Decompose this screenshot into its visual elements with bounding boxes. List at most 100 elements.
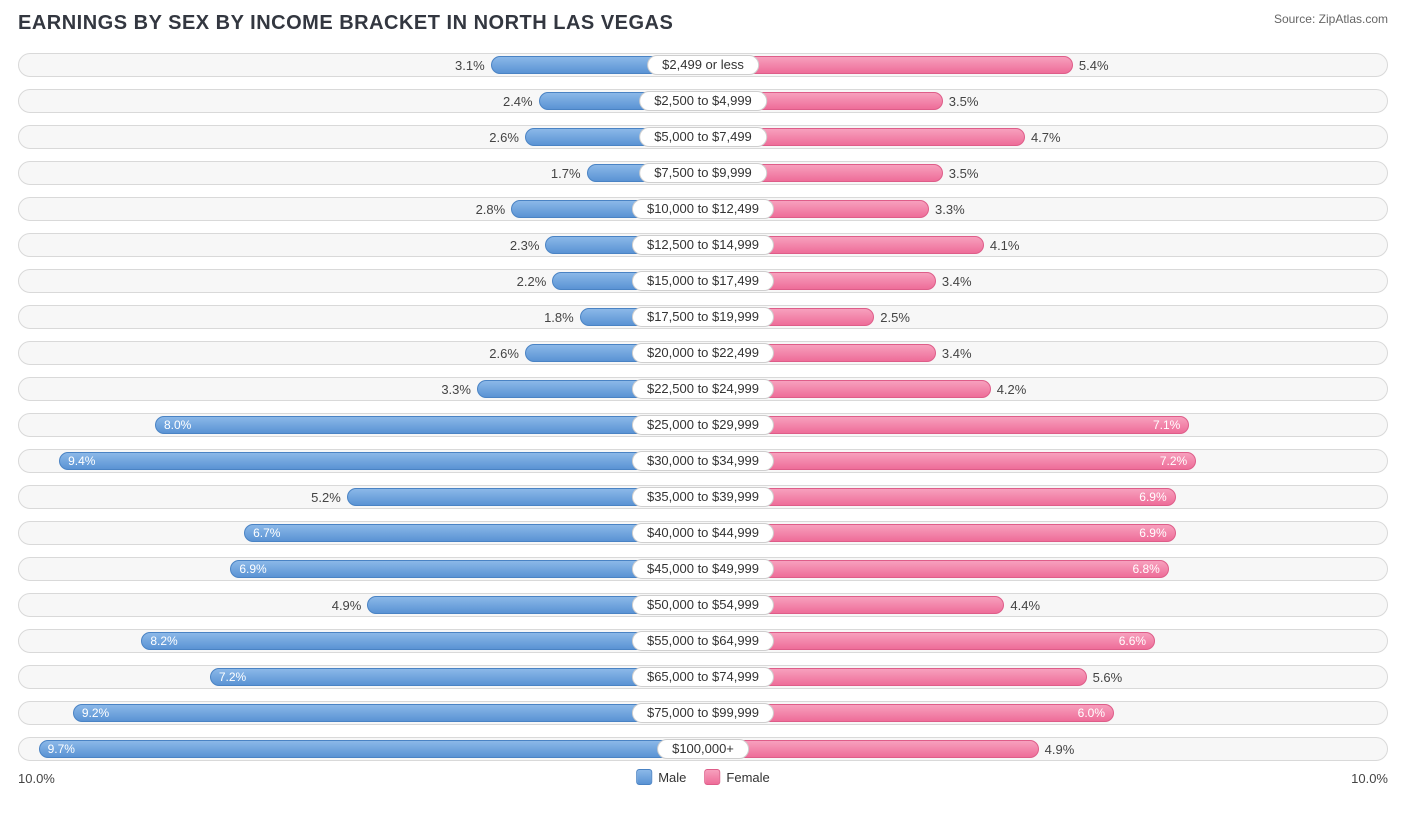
male-half: 2.4% xyxy=(18,85,703,117)
chart-row: 2.8% 3.3%$10,000 to $12,499 xyxy=(18,193,1388,225)
male-value: 2.4% xyxy=(497,94,539,109)
female-value: 4.4% xyxy=(1004,598,1046,613)
male-half: 1.8% xyxy=(18,301,703,333)
bracket-label: $5,000 to $7,499 xyxy=(639,127,767,147)
female-half: 4.4% xyxy=(703,589,1388,621)
male-half: 6.7% xyxy=(18,517,703,549)
chart-row: 1.8%2.5%$17,500 to $19,999 xyxy=(18,301,1388,333)
male-half: 3.1% xyxy=(18,49,703,81)
male-value: 6.9% xyxy=(239,562,266,576)
bracket-label: $10,000 to $12,499 xyxy=(632,199,774,219)
bracket-label: $12,500 to $14,999 xyxy=(632,235,774,255)
chart-row: 3.1%5.4%$2,499 or less xyxy=(18,49,1388,81)
chart-row: 2.3% 4.1% $12,500 to $14,999 xyxy=(18,229,1388,261)
male-value: 3.1% xyxy=(449,58,491,73)
female-bar: 7.1% xyxy=(703,416,1189,434)
chart-row: 8.2%6.6%$55,000 to $64,999 xyxy=(18,625,1388,657)
male-value: 7.2% xyxy=(219,670,246,684)
female-value: 6.9% xyxy=(1139,490,1166,504)
male-bar: 9.4% xyxy=(59,452,703,470)
chart-row: 7.2% 5.6% $65,000 to $74,999 xyxy=(18,661,1388,693)
female-value: 5.6% xyxy=(1087,670,1129,685)
male-value: 9.2% xyxy=(82,706,109,720)
male-half: 3.3% xyxy=(18,373,703,405)
female-half: 6.0% xyxy=(703,697,1388,729)
female-swatch-icon xyxy=(704,769,720,785)
male-value: 8.0% xyxy=(164,418,191,432)
chart-row: 9.2% 6.0% $75,000 to $99,999 xyxy=(18,697,1388,729)
female-half: 4.2% xyxy=(703,373,1388,405)
bracket-label: $40,000 to $44,999 xyxy=(632,523,774,543)
chart-row: 2.6% 3.4% $20,000 to $22,499 xyxy=(18,337,1388,369)
bracket-label: $75,000 to $99,999 xyxy=(632,703,774,723)
chart-row: 2.4%3.5%$2,500 to $4,999 xyxy=(18,85,1388,117)
male-value: 2.6% xyxy=(483,346,525,361)
male-half: 2.2% xyxy=(18,265,703,297)
female-half: 4.1% xyxy=(703,229,1388,261)
male-value: 6.7% xyxy=(253,526,280,540)
female-half: 4.9% xyxy=(703,733,1388,765)
male-half: 2.6% xyxy=(18,337,703,369)
chart-row: 3.3% 4.2% $22,500 to $24,999 xyxy=(18,373,1388,405)
axis-max-right: 10.0% xyxy=(1351,771,1388,786)
female-value: 5.4% xyxy=(1073,58,1115,73)
male-value: 2.2% xyxy=(511,274,553,289)
female-value: 7.1% xyxy=(1153,418,1180,432)
male-value: 1.8% xyxy=(538,310,580,325)
female-half: 6.9% xyxy=(703,481,1388,513)
bracket-label: $15,000 to $17,499 xyxy=(632,271,774,291)
female-value: 3.5% xyxy=(943,94,985,109)
female-value: 3.5% xyxy=(943,166,985,181)
male-value: 2.8% xyxy=(470,202,512,217)
male-half: 2.3% xyxy=(18,229,703,261)
female-half: 3.3% xyxy=(703,193,1388,225)
source-label: Source: ZipAtlas.com xyxy=(1274,12,1388,26)
axis-max-left: 10.0% xyxy=(18,771,55,786)
bracket-label: $50,000 to $54,999 xyxy=(632,595,774,615)
female-value: 6.0% xyxy=(1078,706,1105,720)
female-value: 3.4% xyxy=(936,346,978,361)
female-bar xyxy=(703,740,1039,758)
male-bar: 7.2% xyxy=(210,668,703,686)
female-value: 4.1% xyxy=(984,238,1026,253)
male-half: 8.2% xyxy=(18,625,703,657)
legend-item-female: Female xyxy=(704,769,769,785)
bracket-label: $22,500 to $24,999 xyxy=(632,379,774,399)
chart-row: 6.9%6.8%$45,000 to $49,999 xyxy=(18,553,1388,585)
female-half: 3.5% xyxy=(703,157,1388,189)
female-half: 4.7% xyxy=(703,121,1388,153)
chart-title: EARNINGS BY SEX BY INCOME BRACKET IN NOR… xyxy=(18,12,673,35)
diverging-bar-chart: 3.1%5.4%$2,499 or less2.4%3.5%$2,500 to … xyxy=(18,49,1388,765)
male-value: 1.7% xyxy=(545,166,587,181)
bracket-label: $20,000 to $22,499 xyxy=(632,343,774,363)
male-half: 7.2% xyxy=(18,661,703,693)
male-value: 2.3% xyxy=(504,238,546,253)
male-value: 4.9% xyxy=(326,598,368,613)
male-bar: 9.2% xyxy=(73,704,703,722)
female-half: 3.4% xyxy=(703,337,1388,369)
bracket-label: $65,000 to $74,999 xyxy=(632,667,774,687)
header: EARNINGS BY SEX BY INCOME BRACKET IN NOR… xyxy=(18,12,1388,35)
male-half: 9.2% xyxy=(18,697,703,729)
female-value: 4.9% xyxy=(1039,742,1081,757)
male-swatch-icon xyxy=(636,769,652,785)
male-value: 9.7% xyxy=(48,742,75,756)
female-value: 4.7% xyxy=(1025,130,1067,145)
male-value: 9.4% xyxy=(68,454,95,468)
female-value: 4.2% xyxy=(991,382,1033,397)
legend: Male Female xyxy=(636,769,770,785)
female-half: 6.9% xyxy=(703,517,1388,549)
male-value: 8.2% xyxy=(150,634,177,648)
bracket-label: $30,000 to $34,999 xyxy=(632,451,774,471)
bracket-label: $7,500 to $9,999 xyxy=(639,163,767,183)
female-value: 6.6% xyxy=(1119,634,1146,648)
male-bar: 9.7% xyxy=(39,740,703,758)
male-half: 2.6% xyxy=(18,121,703,153)
female-half: 6.8% xyxy=(703,553,1388,585)
bracket-label: $35,000 to $39,999 xyxy=(632,487,774,507)
chart-row: 5.2%6.9%$35,000 to $39,999 xyxy=(18,481,1388,513)
chart-row: 9.7%4.9%$100,000+ xyxy=(18,733,1388,765)
male-half: 4.9% xyxy=(18,589,703,621)
female-value: 6.9% xyxy=(1139,526,1166,540)
female-value: 2.5% xyxy=(874,310,916,325)
